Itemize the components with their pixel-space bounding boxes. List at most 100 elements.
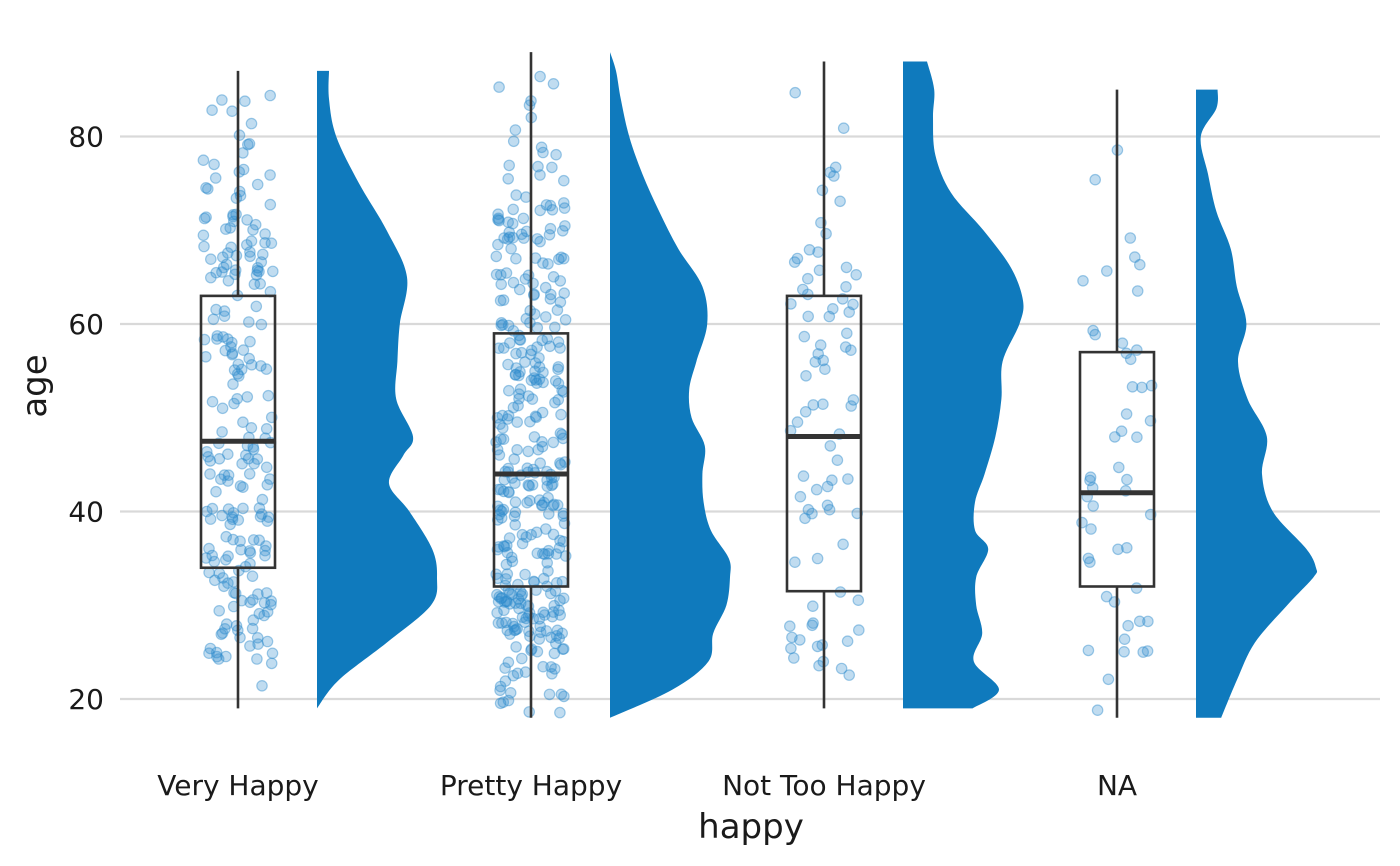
y-tick-label: 20 (68, 683, 104, 716)
data-point (539, 523, 552, 535)
data-point (534, 626, 547, 639)
data-point (551, 499, 564, 511)
data-point (546, 161, 558, 174)
data-point (797, 470, 810, 482)
data-point (202, 183, 214, 195)
data-point (499, 662, 511, 674)
data-point (497, 696, 510, 708)
data-point (216, 94, 228, 106)
data-point (828, 170, 840, 182)
data-point (542, 547, 555, 560)
data-point (256, 679, 268, 692)
data-point (552, 377, 565, 390)
data-point (495, 433, 507, 445)
data-point (503, 532, 516, 544)
data-point (549, 375, 562, 387)
data-point (814, 339, 827, 351)
data-point (550, 148, 562, 161)
data-point (1077, 274, 1089, 287)
data-point (843, 306, 855, 318)
data-point (212, 653, 225, 665)
data-point (557, 174, 570, 187)
data-point (812, 348, 824, 360)
data-point (508, 453, 520, 465)
data-point (244, 640, 256, 652)
data-point (501, 413, 514, 425)
box-plot (1078, 89, 1156, 718)
box-plots (199, 52, 1156, 718)
data-point (224, 222, 236, 234)
data-point (541, 480, 554, 493)
data-point (502, 358, 514, 371)
data-point (202, 450, 214, 463)
data-point (246, 622, 259, 635)
y-tick-labels: 20 40 60 80 (68, 121, 104, 717)
data-point (255, 508, 268, 520)
data-point (264, 198, 277, 211)
data-point (500, 595, 512, 607)
data-point (540, 199, 553, 211)
data-point (493, 590, 506, 603)
data-point (261, 515, 274, 527)
data-point (1120, 408, 1133, 420)
data-point (791, 252, 804, 265)
data-point (492, 595, 505, 608)
data-point (265, 657, 278, 670)
data-point (542, 258, 554, 270)
data-point (801, 272, 814, 285)
data-point (491, 588, 503, 601)
data-point (803, 244, 816, 256)
data-point (494, 483, 507, 496)
data-point (837, 122, 850, 134)
data-point (203, 542, 215, 555)
data-point (1091, 704, 1104, 716)
data-point (497, 342, 510, 354)
data-point (554, 534, 566, 547)
data-point (809, 356, 822, 368)
data-point (536, 334, 548, 347)
data-point (222, 503, 235, 515)
data-point (226, 336, 238, 349)
data-point (543, 229, 556, 241)
data-point (265, 237, 278, 249)
data-point (551, 304, 564, 316)
data-point (525, 528, 537, 541)
data-point (558, 287, 570, 299)
data-point (206, 104, 218, 116)
data-point (495, 591, 508, 604)
data-point (1131, 344, 1143, 356)
data-point (823, 503, 836, 516)
data-point (244, 596, 256, 609)
data-point (264, 89, 276, 102)
data-point (507, 276, 520, 289)
data-point (494, 684, 506, 697)
data-point (847, 298, 859, 311)
data-point (220, 530, 232, 543)
data-point (520, 191, 532, 203)
data-point (798, 330, 811, 343)
data-point (204, 468, 216, 480)
data-point (260, 587, 273, 599)
data-point (520, 531, 533, 543)
data-point (533, 373, 546, 386)
data-point (536, 406, 549, 419)
data-point (507, 203, 519, 216)
data-point (552, 363, 564, 376)
data-point (204, 513, 217, 525)
data-point (507, 401, 520, 414)
data-point (494, 268, 507, 281)
data-point (197, 229, 210, 242)
data-point (229, 587, 242, 600)
data-point (243, 468, 256, 480)
data-point (802, 310, 814, 323)
data-point (541, 556, 553, 569)
data-point (503, 159, 515, 172)
data-point (266, 265, 279, 278)
data-point (539, 281, 552, 294)
data-point (264, 473, 276, 485)
data-point (1084, 471, 1097, 483)
data-point (509, 597, 522, 609)
x-tick-label: NA (1097, 769, 1137, 802)
data-point (552, 253, 565, 266)
data-point (556, 627, 568, 640)
